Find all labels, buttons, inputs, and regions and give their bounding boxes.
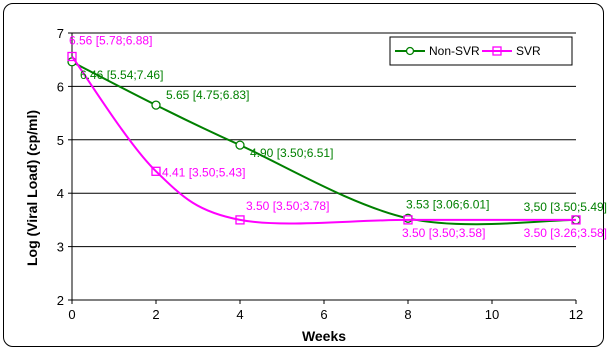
x-tick-label-8: 8 <box>404 307 411 322</box>
svr-data-label-2: 3.50 [3.50;3.78] <box>246 199 329 213</box>
y-tick-label-6: 6 <box>57 79 64 94</box>
series <box>67 51 581 226</box>
svr-data-label-4: 3.50 [3.26;3.58] <box>524 226 607 240</box>
non-svr-point-2 <box>235 140 245 150</box>
y-tick-label-4: 4 <box>57 186 64 201</box>
svr-data-label-3: 3.50 [3.50;3.58] <box>402 226 485 240</box>
y-tick-label-5: 5 <box>57 133 64 148</box>
non-svr-data-label-4: 3,50 [3.50;5.49] <box>524 200 607 214</box>
non-svr-point-1 <box>151 100 161 110</box>
x-tick-label-2: 2 <box>152 307 159 322</box>
legend-label-svr: SVR <box>516 44 541 58</box>
x-tick-label-4: 4 <box>236 307 243 322</box>
svr-point-3 <box>403 215 413 225</box>
legend: Non-SVR SVR <box>389 36 573 66</box>
svr-point-1 <box>151 166 161 176</box>
legend-label-non-svr: Non-SVR <box>429 44 480 58</box>
x-tick-label-6: 6 <box>320 307 327 322</box>
x-tick-label-10: 10 <box>485 307 499 322</box>
gridlines <box>72 32 576 248</box>
non-svr-data-label-3: 3.53 [3.06;6.01] <box>406 197 489 211</box>
legend-marker-non-svr <box>405 46 415 56</box>
svr-point-4 <box>571 215 581 225</box>
non-svr-data-label-1: 5.65 [4.75;6.83] <box>166 88 249 102</box>
svr-point-0 <box>67 51 77 62</box>
y-tick-label-3: 3 <box>57 240 64 255</box>
svr-data-label-1: 4.41 [3.50;5.43] <box>162 165 245 179</box>
y-tick-label-7: 7 <box>57 26 64 41</box>
legend-marker-svr <box>492 46 502 56</box>
svr-data-label-0: 6.56 [5.78;6.88] <box>69 33 152 47</box>
svr-point-2 <box>235 215 245 225</box>
y-axis-title: Log (Viral Load) (cp/ml) <box>24 110 40 266</box>
non-svr-data-label-0: 6.46 [5.54;7.46] <box>80 68 163 82</box>
x-tick-label-12: 12 <box>569 307 583 322</box>
non-svr-line <box>71 60 577 226</box>
non-svr-data-label-2: 4.90 [3.50;6.51] <box>250 146 333 160</box>
x-tick-label-0: 0 <box>68 307 75 322</box>
x-axis-title: Weeks <box>302 328 346 344</box>
data-labels: 6.46 [5.54;7.46]5.65 [4.75;6.83] 4.90 [3.… <box>69 33 607 239</box>
y-tick-label-2: 2 <box>57 293 64 308</box>
svr-line <box>71 55 576 225</box>
